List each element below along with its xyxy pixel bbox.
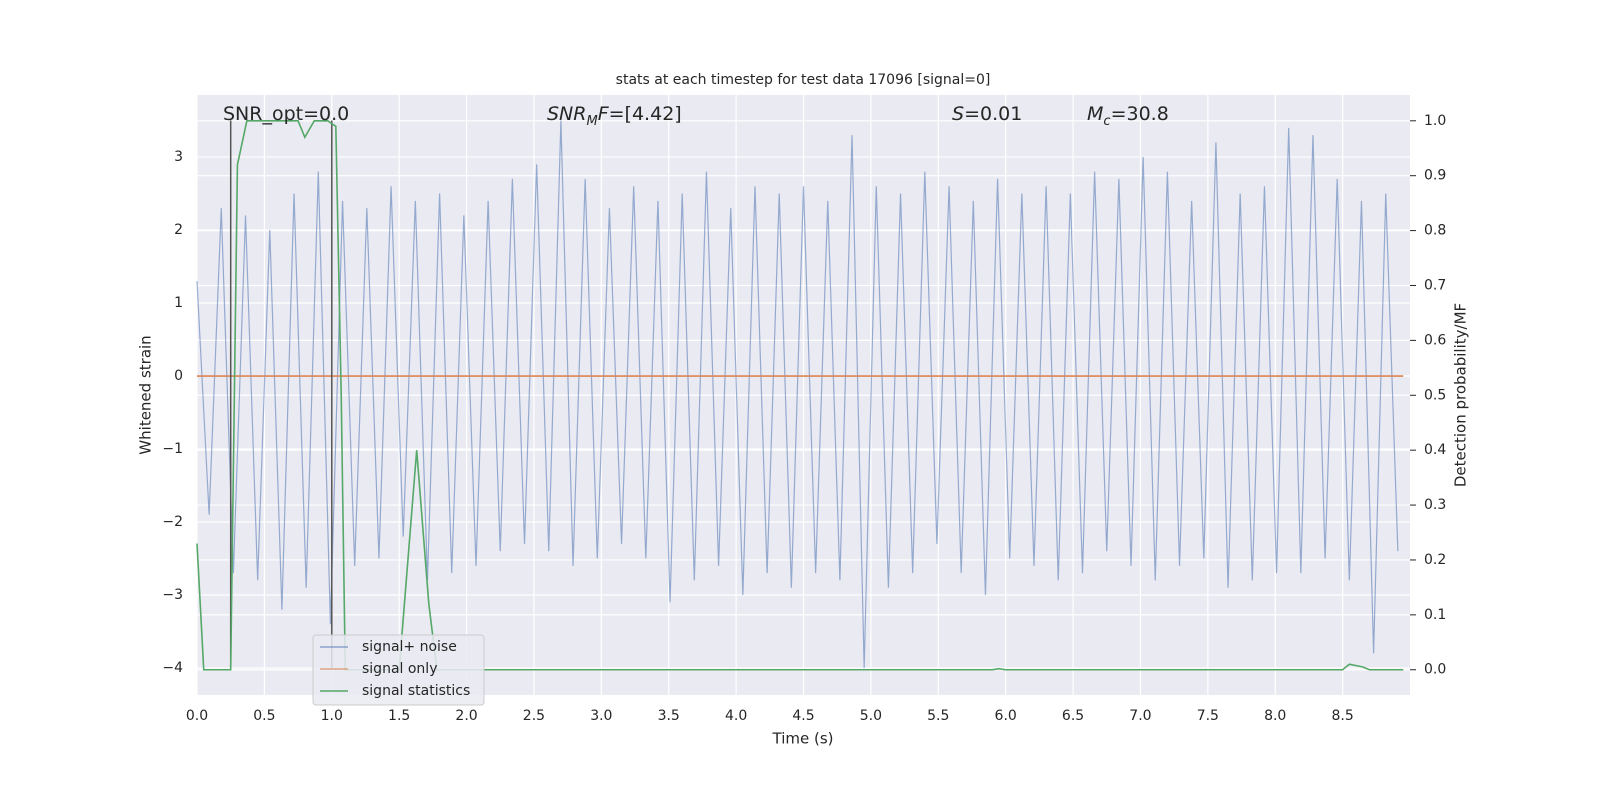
legend-box (312, 634, 485, 706)
y2-tick-label: 0.5 (1424, 387, 1446, 403)
x-tick-label: 8.5 (1331, 708, 1353, 724)
y2-axis-label: Detection probability/MF (1452, 303, 1470, 487)
y-tick-label: −3 (162, 587, 183, 603)
legend-label: signal statistics (362, 683, 470, 699)
y2-tick-label: 0.1 (1424, 607, 1446, 623)
y-tick-label: −1 (162, 441, 183, 457)
y-tick-label: 1 (174, 295, 183, 311)
y-tick-label: 0 (174, 368, 183, 384)
annotation-part: =0.01 (964, 103, 1022, 125)
y-axis-label: Whitened strain (137, 335, 155, 454)
x-tick-label: 4.5 (792, 708, 814, 724)
x-axis-label: Time (s) (772, 730, 834, 748)
annotation-part: M (1087, 103, 1103, 125)
y2-tick-label: 0.8 (1424, 223, 1446, 239)
annotation-part: S (952, 103, 964, 125)
x-tick-label: 6.5 (1062, 708, 1084, 724)
x-tick-label: 2.5 (523, 708, 545, 724)
x-tick-label: 7.0 (1129, 708, 1151, 724)
x-tick-label: 1.5 (388, 708, 410, 724)
annotation: Mc=30.8 (1087, 103, 1169, 130)
chart-title: stats at each timestep for test data 170… (616, 72, 991, 88)
y2-tick-label: 0.7 (1424, 277, 1446, 293)
x-tick-label: 1.0 (321, 708, 343, 724)
y-tick-label: −4 (162, 660, 183, 676)
y2-tick-label: 0.2 (1424, 552, 1446, 568)
annotation: SNR_opt=0.0 (223, 103, 349, 125)
y2-tick-label: 1.0 (1424, 113, 1446, 129)
x-tick-label: 7.5 (1197, 708, 1219, 724)
annotation: SNRMF=[4.42] (547, 103, 682, 130)
annotation: S=0.01 (952, 103, 1022, 125)
x-tick-label: 8.0 (1264, 708, 1286, 724)
x-tick-label: 5.0 (860, 708, 882, 724)
annotation-part: =30.8 (1111, 103, 1169, 125)
x-tick-label: 6.0 (995, 708, 1017, 724)
x-tick-label: 4.0 (725, 708, 747, 724)
foreground: 0.0 0.5 1.0 1.5 2.0 2.5 3.0 3.5 4.0 4.5 5.0 5.5 6.0 6… (162, 103, 1446, 725)
y2-tick-label: 0.0 (1424, 662, 1446, 678)
x-tick-label: 2.0 (455, 708, 477, 724)
y2-tick-label: 0.6 (1424, 332, 1446, 348)
annotation-part: F (598, 103, 610, 125)
y-tick-label: −2 (162, 514, 183, 530)
y-tick-label: 3 (174, 149, 183, 165)
y-tick-label: 2 (174, 222, 183, 238)
annotation-part: SNR_opt=0.0 (223, 103, 349, 125)
y2-tick-label: 0.9 (1424, 168, 1446, 184)
annotation-part: M (586, 114, 597, 129)
legend-label: signal only (362, 661, 437, 677)
annotation-part: =[4.42] (609, 103, 682, 125)
annotation-part: SNR (547, 103, 586, 125)
annotation-part: c (1103, 114, 1110, 129)
series-line (196, 120, 1399, 669)
x-tick-label: 5.5 (927, 708, 949, 724)
x-tick-label: 3.0 (590, 708, 612, 724)
x-tick-label: 0.0 (186, 708, 208, 724)
x-tick-label: 3.5 (658, 708, 680, 724)
x-tick-label: 0.5 (253, 708, 275, 724)
y2-tick-label: 0.4 (1424, 442, 1446, 458)
legend-label: signal+ noise (362, 639, 457, 655)
y2-tick-label: 0.3 (1424, 497, 1446, 513)
